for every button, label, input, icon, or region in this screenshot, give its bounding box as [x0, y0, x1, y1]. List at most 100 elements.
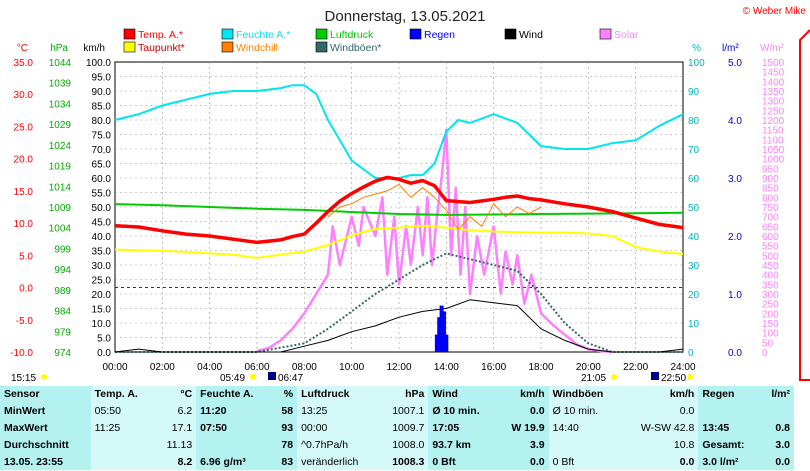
stats-cell: 58 [272, 402, 298, 420]
tick-label-solar: 100 [762, 329, 779, 340]
stats-cell [548, 436, 622, 454]
stats-cell: 1009.7 [378, 419, 429, 437]
tick-label-wind: 70.0 [92, 145, 112, 156]
unit-humidity: % [692, 43, 701, 54]
tick-label-time: 04:00 [197, 362, 222, 373]
legend-swatch [221, 41, 234, 53]
tick-label-humidity: 70 [688, 145, 700, 156]
stats-header-wind: Wind [428, 386, 498, 403]
tick-label-rain: 5.0 [728, 58, 742, 69]
tick-label-temp: 30.0 [14, 90, 34, 101]
tick-label-solar: 850 [762, 184, 779, 195]
stats-header-gust: Windböen [548, 386, 622, 403]
stats-cell: 93.7 km [428, 436, 498, 454]
sun-icon-left [41, 374, 47, 380]
tick-label-wind: 25.0 [92, 276, 112, 287]
tick-label-solar: 150 [762, 319, 779, 330]
stats-cell: 1008.3 [378, 453, 429, 470]
sunrise-label: 05:49 [220, 373, 245, 384]
tick-label-solar: 1350 [762, 87, 785, 98]
next-chart-edge [799, 29, 810, 381]
tick-label-temp: 25.0 [14, 122, 34, 133]
legend-label: Wind [519, 29, 543, 41]
legend-swatch [409, 28, 422, 40]
tick-label-pressure: 1009 [49, 203, 72, 214]
tick-label-wind: 50.0 [92, 203, 112, 214]
unit-wind: km/h [83, 43, 105, 54]
stats-cell: 0.8 [760, 419, 794, 437]
tick-label-wind: 85.0 [92, 102, 112, 113]
legend-label: Taupunkt* [138, 42, 185, 54]
series-line-luftdruck [114, 203, 684, 216]
stats-cell: MinWert [0, 402, 91, 420]
tick-label-temp: -10.0 [10, 348, 33, 359]
tick-label-wind: 40.0 [92, 232, 112, 243]
stats-row-max: MaxWert 11:25 17.1 07:50 93 00:00 1009.7… [0, 419, 794, 437]
stats-header-temp-unit: °C [154, 386, 197, 403]
stats-cell: 0.0 [621, 402, 699, 420]
tick-label-time: 18:00 [528, 362, 553, 373]
series-line-taupunkt [114, 224, 684, 259]
tick-label-solar: 500 [762, 251, 779, 262]
rain-bar [434, 334, 439, 352]
tick-label-wind: 30.0 [92, 261, 112, 272]
tick-label-temp: -5.0 [16, 316, 34, 327]
stats-cell [698, 402, 761, 420]
tick-label-solar: 1400 [762, 77, 785, 88]
tick-label-wind: 100.0 [86, 58, 111, 69]
stats-cell: ^0.7hPa/h [297, 436, 379, 454]
moonrise-label: 06:47 [278, 373, 303, 384]
legend-label: Solar [614, 29, 639, 41]
stats-cell: Ø 10 min. [428, 402, 498, 420]
legend-swatch [221, 28, 234, 40]
tick-label-time: 22:00 [623, 362, 648, 373]
tick-label-humidity: 60 [688, 174, 700, 185]
tick-label-solar: 400 [762, 271, 779, 282]
stats-cell [90, 453, 155, 470]
stats-cell: Gesamt: [698, 436, 761, 454]
grid [115, 62, 683, 352]
series-layer [114, 84, 684, 354]
tick-label-humidity: 100 [688, 58, 705, 69]
stats-cell: 10.8 [621, 436, 699, 454]
moonset-label: 22:50 [661, 373, 686, 384]
tick-label-solar: 1300 [762, 97, 785, 108]
tick-label-humidity: 90 [688, 87, 700, 98]
tick-label-solar: 950 [762, 164, 779, 175]
tick-label-wind: 75.0 [92, 131, 112, 142]
stats-cell: 0.0 [497, 453, 549, 470]
tick-label-time: 24:00 [670, 362, 695, 373]
stats-header-sensor: Sensor [0, 386, 91, 403]
sunset-label: 21:05 [581, 373, 606, 384]
stats-header-rain: Regen [698, 386, 761, 403]
tick-label-temp: 20.0 [14, 155, 34, 166]
tick-label-time: 02:00 [150, 362, 175, 373]
tick-label-wind: 60.0 [92, 174, 112, 185]
tick-label-humidity: 20 [688, 290, 700, 301]
stats-row-avg: Durchschnitt 11.13 78 ^0.7hPa/h 1008.0 9… [0, 436, 794, 454]
tick-label-solar: 550 [762, 242, 779, 253]
tick-label-wind: 95.0 [92, 73, 112, 84]
legend-label: Temp. A.* [138, 29, 183, 41]
stats-cell: 0 Bft [548, 453, 622, 470]
stats-cell: 11:20 [196, 402, 273, 420]
rain-bar [437, 317, 442, 352]
tick-label-solar: 200 [762, 309, 779, 320]
sunrise-icon [250, 374, 256, 380]
tick-label-wind: 65.0 [92, 160, 112, 171]
tick-label-temp: 5.0 [19, 251, 33, 262]
tick-label-solar: 700 [762, 213, 779, 224]
stats-cell: W-SW 42.8 [621, 419, 699, 437]
tick-label-solar: 900 [762, 174, 779, 185]
series-line-wind [114, 299, 684, 353]
tick-label-wind: 35.0 [92, 247, 112, 258]
tick-label-solar: 1250 [762, 106, 785, 117]
tick-label-solar: 1100 [762, 135, 784, 146]
tick-label-pressure: 1034 [49, 99, 72, 110]
stats-cell: 13:25 [297, 402, 379, 420]
tick-label-time: 20:00 [576, 362, 601, 373]
tick-label-wind: 10.0 [92, 319, 112, 330]
tick-label-rain: 1.0 [728, 290, 742, 301]
legend-label: Regen [424, 29, 455, 41]
tick-label-solar: 800 [762, 193, 779, 204]
